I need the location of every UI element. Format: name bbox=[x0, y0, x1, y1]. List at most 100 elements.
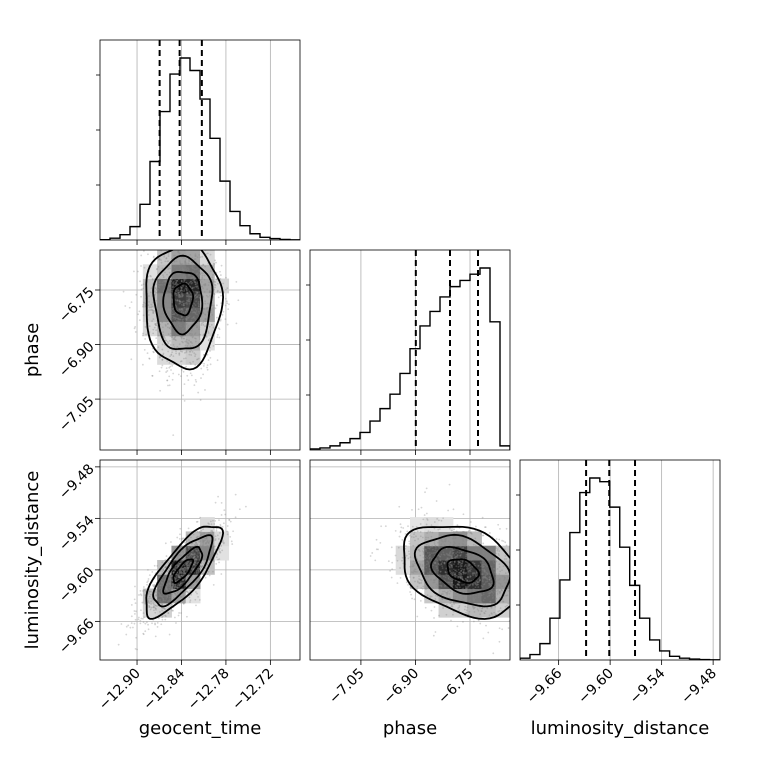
sample-point bbox=[176, 320, 178, 322]
sample-point bbox=[184, 277, 186, 280]
sample-point bbox=[166, 379, 169, 382]
sample-point bbox=[470, 533, 473, 535]
sample-point bbox=[470, 579, 473, 582]
sample-point bbox=[130, 615, 133, 618]
sample-point bbox=[179, 569, 181, 572]
sample-point bbox=[197, 310, 200, 313]
sample-point bbox=[185, 236, 187, 238]
sample-point bbox=[191, 317, 193, 320]
sample-point bbox=[503, 578, 506, 580]
sample-point bbox=[173, 313, 176, 316]
y-tick-label: −9.48 bbox=[56, 461, 98, 503]
panel-frame bbox=[99, 249, 301, 451]
sample-point bbox=[500, 589, 503, 592]
sample-point bbox=[178, 265, 181, 268]
sample-point bbox=[138, 319, 141, 322]
sample-point bbox=[205, 546, 208, 549]
sample-point bbox=[193, 555, 196, 558]
sample-point bbox=[453, 563, 455, 565]
sample-point bbox=[187, 269, 189, 272]
sample-point bbox=[505, 544, 508, 547]
sample-point bbox=[417, 508, 420, 511]
sample-point bbox=[169, 314, 172, 317]
sample-point bbox=[436, 549, 439, 552]
sample-point bbox=[457, 563, 460, 566]
sample-point bbox=[148, 300, 150, 303]
sample-point bbox=[193, 278, 196, 281]
sample-point bbox=[161, 561, 164, 564]
sample-point bbox=[133, 270, 135, 273]
sample-point bbox=[375, 538, 378, 541]
sample-point bbox=[182, 304, 185, 307]
sample-point bbox=[477, 583, 479, 586]
sample-point bbox=[195, 268, 198, 271]
sample-point bbox=[163, 288, 165, 291]
sample-point bbox=[168, 296, 171, 299]
sample-point bbox=[193, 564, 196, 566]
density-cell bbox=[467, 531, 482, 547]
sample-point bbox=[188, 555, 191, 558]
sample-point bbox=[156, 267, 159, 270]
sample-point bbox=[193, 315, 195, 318]
sample-point bbox=[480, 565, 482, 568]
sample-point bbox=[191, 270, 194, 273]
sample-point bbox=[528, 615, 530, 617]
sample-point bbox=[433, 569, 436, 572]
density-cell bbox=[438, 560, 454, 575]
sample-point bbox=[412, 576, 415, 579]
sample-point bbox=[416, 571, 418, 573]
sample-point bbox=[147, 304, 150, 307]
sample-point bbox=[450, 600, 453, 603]
sample-point bbox=[401, 538, 404, 541]
sample-point bbox=[188, 299, 190, 302]
sample-point bbox=[172, 568, 175, 571]
sample-point bbox=[180, 555, 183, 558]
sample-point bbox=[206, 364, 209, 367]
sample-point bbox=[433, 581, 436, 584]
sample-point bbox=[180, 336, 183, 339]
sample-point bbox=[445, 613, 448, 616]
sample-point bbox=[178, 300, 181, 303]
sample-point bbox=[170, 575, 173, 577]
sample-point bbox=[142, 633, 145, 636]
sample-point bbox=[180, 308, 183, 310]
sample-point bbox=[475, 584, 478, 587]
sample-point bbox=[460, 562, 463, 565]
sample-point bbox=[142, 632, 145, 635]
sample-point bbox=[469, 575, 472, 578]
sample-point bbox=[474, 556, 477, 559]
sample-point bbox=[194, 312, 197, 315]
sample-point bbox=[475, 580, 478, 583]
sample-point bbox=[175, 622, 177, 624]
sample-point bbox=[456, 554, 459, 556]
sample-point bbox=[201, 549, 204, 552]
sample-point bbox=[216, 289, 219, 292]
sample-point bbox=[172, 274, 175, 277]
sample-point bbox=[188, 259, 191, 262]
sample-point bbox=[196, 536, 198, 539]
sample-point bbox=[164, 325, 167, 327]
sample-point bbox=[182, 569, 185, 572]
sample-point bbox=[172, 338, 175, 341]
sample-point bbox=[198, 296, 201, 299]
sample-point bbox=[197, 287, 200, 290]
sample-point bbox=[185, 318, 188, 321]
sample-point bbox=[148, 357, 151, 360]
sample-point bbox=[147, 599, 150, 602]
sample-point bbox=[177, 575, 180, 577]
sample-point bbox=[170, 330, 173, 332]
sample-point bbox=[195, 296, 198, 298]
sample-point bbox=[191, 305, 194, 307]
sample-point bbox=[165, 292, 168, 295]
sample-point bbox=[516, 596, 518, 598]
sample-point bbox=[189, 341, 192, 343]
sample-point bbox=[181, 582, 184, 585]
histogram-geocent_time bbox=[96, 39, 301, 241]
sample-point bbox=[195, 549, 197, 552]
sample-point bbox=[182, 257, 184, 260]
sample-point bbox=[486, 580, 489, 583]
sample-point bbox=[525, 601, 527, 603]
sample-point bbox=[154, 291, 157, 294]
sample-point bbox=[191, 311, 194, 314]
sample-point bbox=[399, 530, 402, 533]
